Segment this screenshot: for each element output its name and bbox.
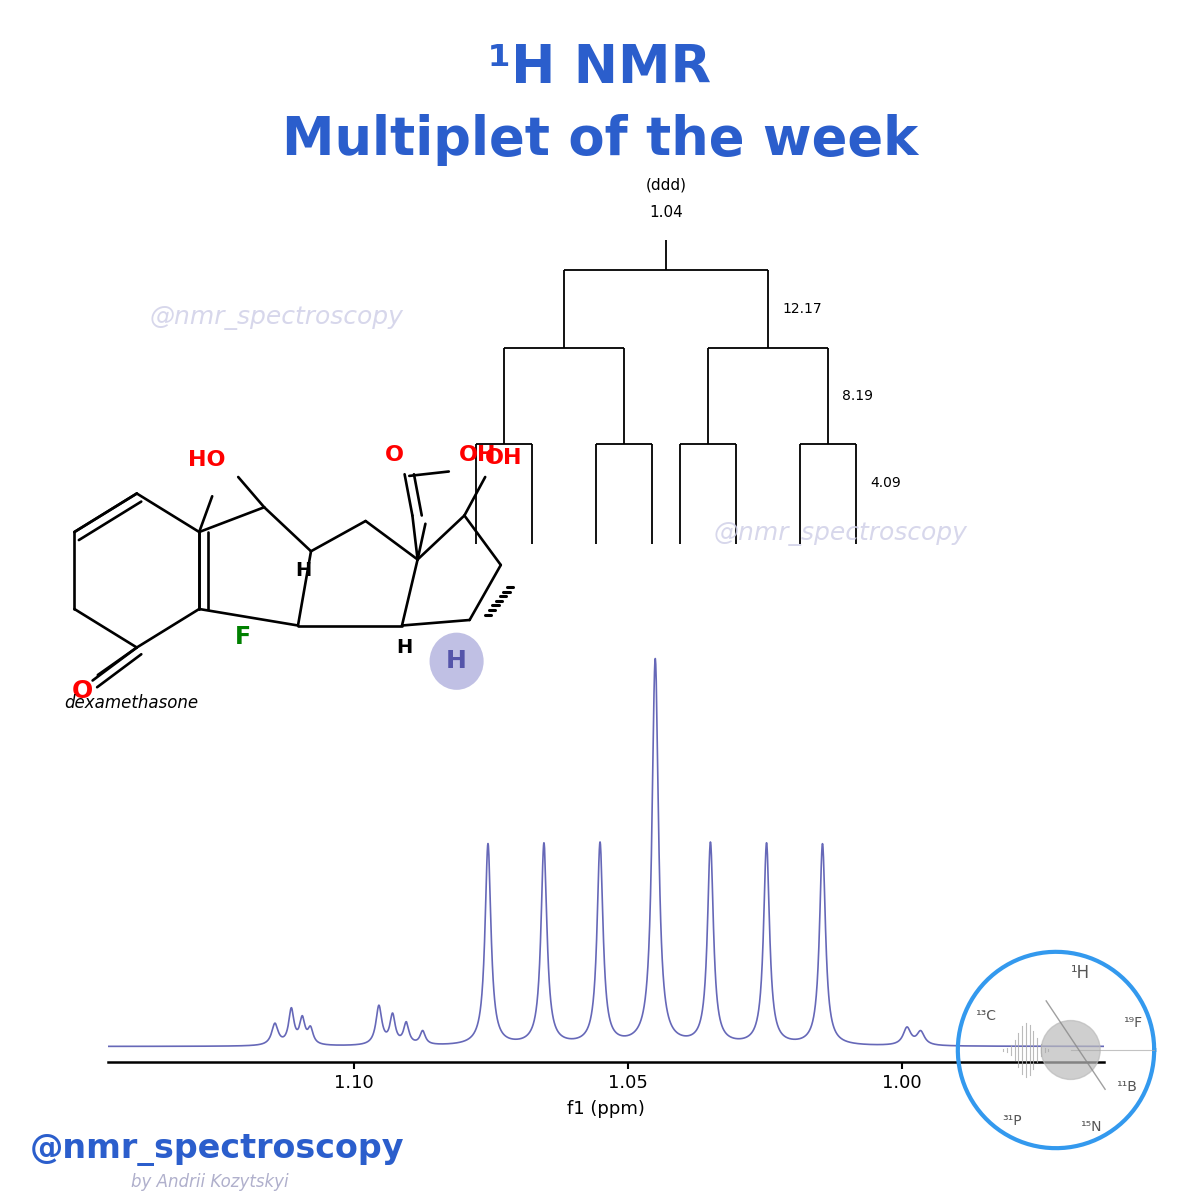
Text: 8.19: 8.19 xyxy=(842,389,874,403)
X-axis label: f1 (ppm): f1 (ppm) xyxy=(568,1100,644,1118)
Text: Multiplet of the week: Multiplet of the week xyxy=(282,114,918,166)
Text: ¹⁹F: ¹⁹F xyxy=(1123,1015,1142,1030)
Text: F: F xyxy=(235,624,252,648)
Text: by Andrii Kozytskyi: by Andrii Kozytskyi xyxy=(131,1174,289,1190)
Text: 12.17: 12.17 xyxy=(782,302,822,316)
Text: dexamethasone: dexamethasone xyxy=(64,694,198,712)
Text: HO: HO xyxy=(188,450,226,470)
Text: OH: OH xyxy=(485,448,522,468)
Text: ¹³C: ¹³C xyxy=(974,1009,996,1022)
Text: O: O xyxy=(72,679,92,703)
Text: 4.09: 4.09 xyxy=(870,476,901,490)
Text: @nmr_spectroscopy: @nmr_spectroscopy xyxy=(149,306,403,330)
Circle shape xyxy=(1042,1020,1100,1080)
Text: O: O xyxy=(385,445,403,464)
Text: H: H xyxy=(396,638,413,658)
Text: OH: OH xyxy=(458,445,496,464)
Text: ³¹P: ³¹P xyxy=(1002,1114,1021,1128)
Text: ¹¹B: ¹¹B xyxy=(1116,1080,1138,1094)
Circle shape xyxy=(430,632,484,690)
Text: H: H xyxy=(446,649,467,673)
Text: @nmr_spectroscopy: @nmr_spectroscopy xyxy=(30,1133,404,1166)
Text: @nmr_spectroscopy: @nmr_spectroscopy xyxy=(713,522,967,546)
Text: ¹⁵N: ¹⁵N xyxy=(1080,1120,1102,1134)
Text: ¹H NMR: ¹H NMR xyxy=(488,42,712,94)
Text: (ddd): (ddd) xyxy=(646,176,686,192)
Text: ¹H: ¹H xyxy=(1070,965,1090,983)
Text: 1.04: 1.04 xyxy=(649,205,683,221)
Text: H: H xyxy=(295,560,311,580)
